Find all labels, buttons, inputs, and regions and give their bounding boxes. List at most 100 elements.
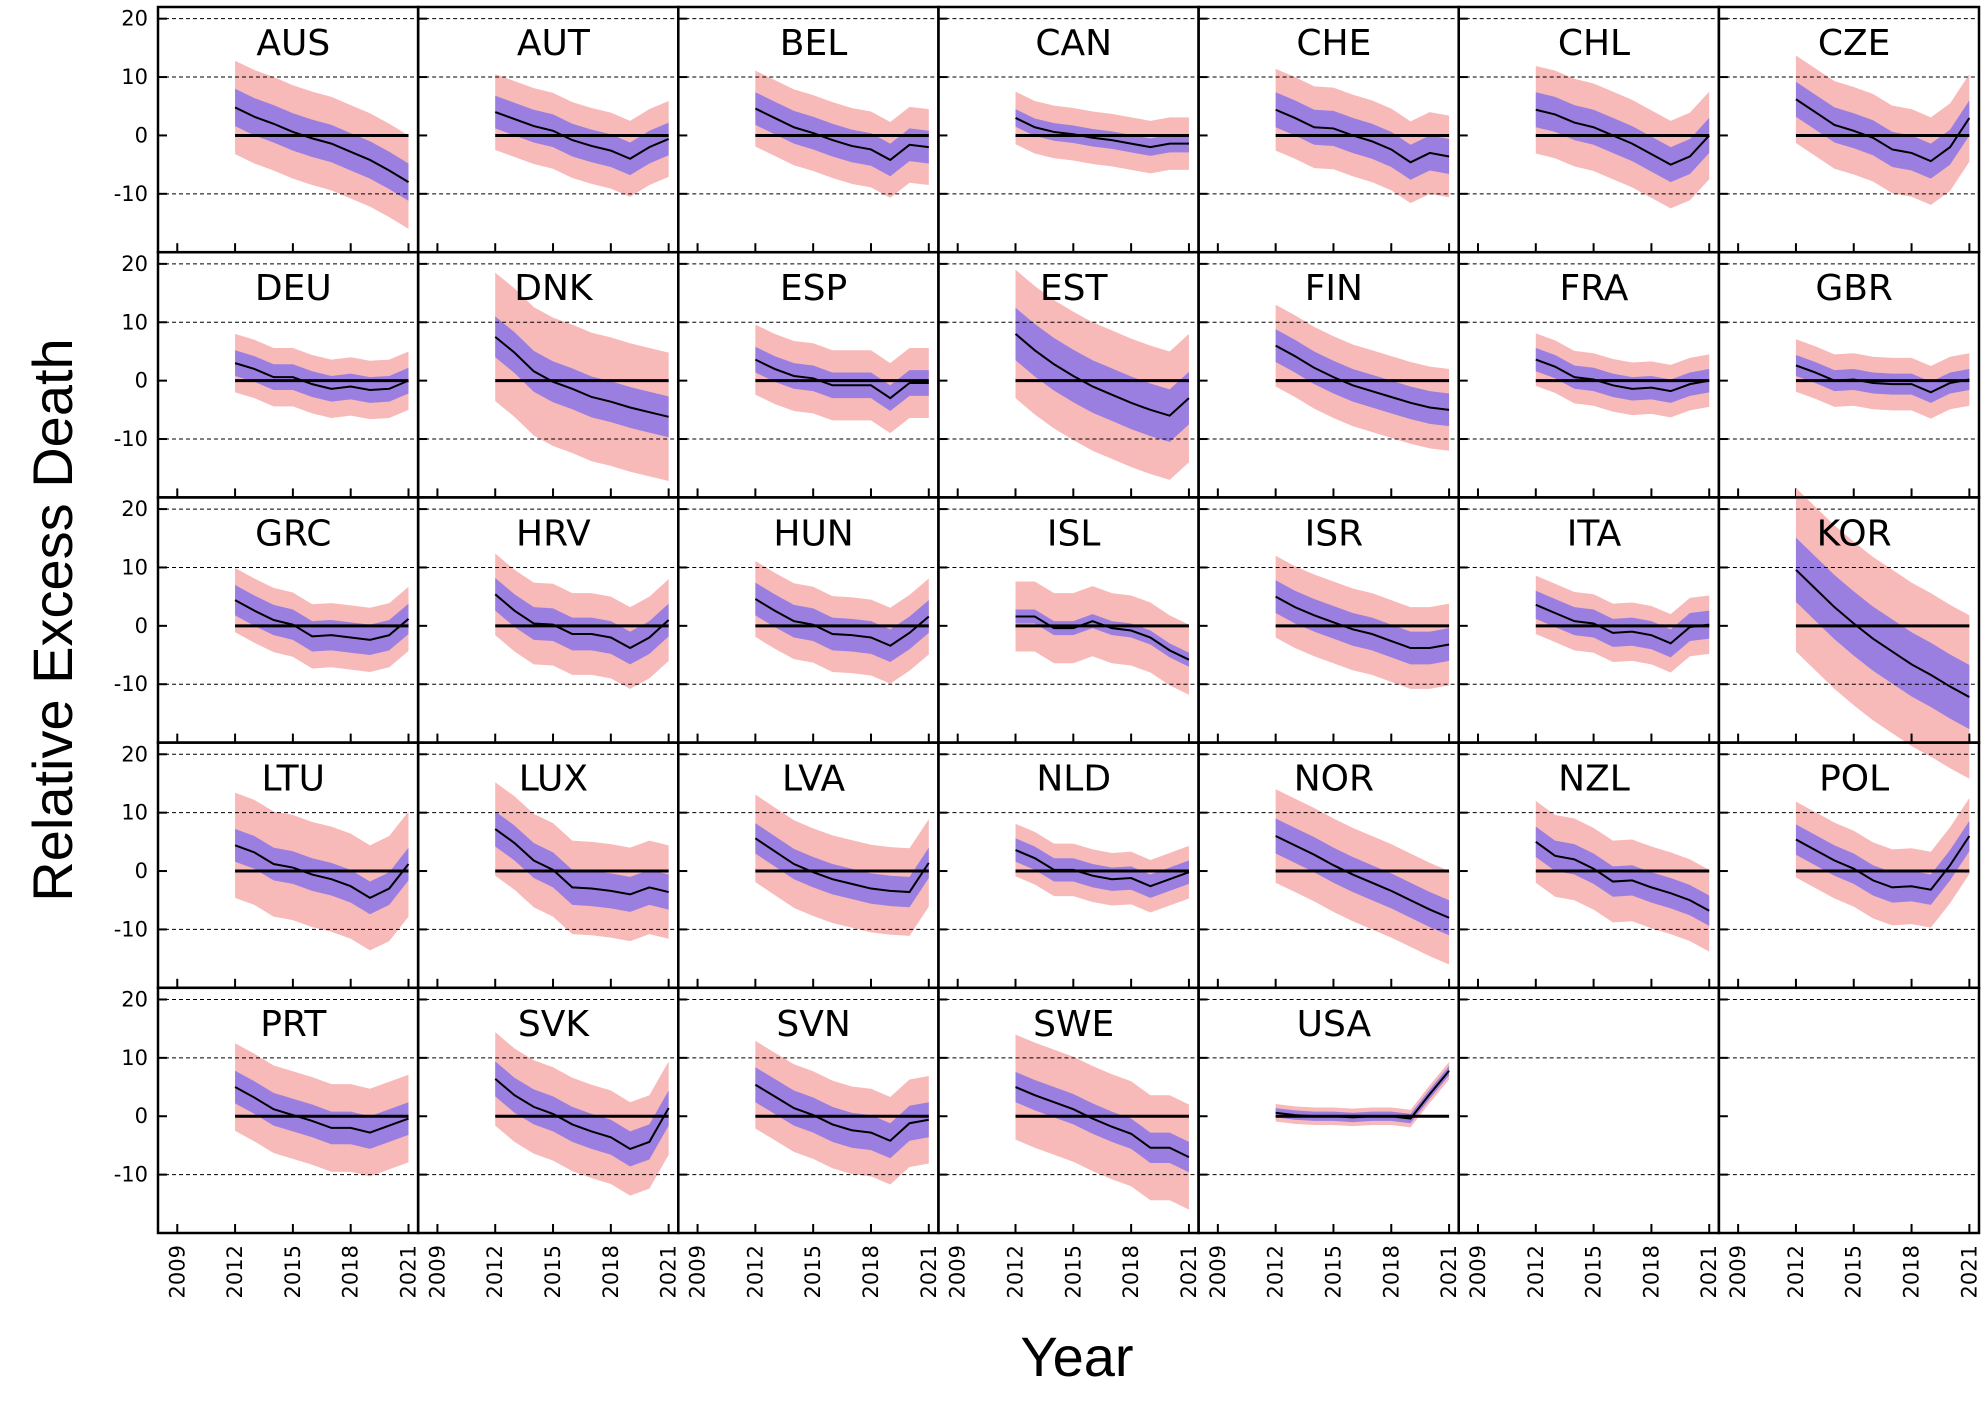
panel-dnk: DNK (416, 250, 680, 499)
inner-band (1535, 826, 1710, 926)
panel-label: CHE (1296, 23, 1371, 64)
x-tick-label: 2021 (1437, 1245, 1461, 1298)
y-tick-label: 0 (135, 123, 148, 147)
panel-nld: NLD (937, 741, 1200, 990)
outer-band (1275, 1061, 1450, 1128)
inner-band (1535, 347, 1710, 403)
panel-ita: ITA (1457, 496, 1721, 744)
inner-band (1795, 820, 1970, 905)
series-line (1275, 1070, 1450, 1120)
series-line (1015, 1086, 1190, 1159)
panel-label: AUT (517, 23, 591, 64)
panel-lux: LUX (416, 741, 680, 990)
x-tick-label: 2021 (1957, 1245, 1981, 1298)
panel-label: CHL (1558, 23, 1630, 64)
panel-cze: CZE (1717, 5, 1981, 254)
panel-che: CHE (1197, 5, 1460, 254)
panel-label: GRC (255, 513, 331, 554)
inner-band (1275, 580, 1450, 665)
series-line (1015, 615, 1190, 661)
series-line (234, 106, 410, 183)
x-tick-label: 2018 (1119, 1245, 1143, 1298)
panel-empty: 2009 2012 2015 2018 2021 (1457, 986, 1721, 1298)
x-tick-label: 2012 (483, 1245, 507, 1298)
x-tick-label: 2009 (425, 1245, 449, 1298)
series-line (1275, 344, 1450, 411)
x-tick-label: 2018 (1379, 1245, 1403, 1298)
inner-band (755, 582, 929, 663)
series-line (1795, 98, 1971, 163)
panel-label: HRV (516, 513, 591, 554)
panel-label: NZL (1558, 759, 1630, 800)
y-tick-label: -10 (114, 427, 148, 451)
x-tick-label: 2021 (397, 1245, 421, 1298)
panel-swe: SWE 2009 2012 2015 2018 2021 (937, 986, 1201, 1298)
panel-svk: SVK 2009 2012 2015 2018 2021 (416, 986, 681, 1298)
series-line (234, 362, 409, 391)
y-tick-label: 20 (121, 252, 148, 276)
x-tick-label: 2018 (1900, 1245, 1924, 1298)
y-tick-label: -10 (114, 672, 148, 696)
x-tick-label: 2015 (281, 1245, 305, 1298)
panel-label: ITA (1567, 513, 1622, 554)
panel-label: ISR (1305, 513, 1363, 554)
series-line (1535, 358, 1710, 393)
x-tick-label: 2018 (599, 1245, 623, 1298)
panel-label: SVN (776, 1004, 850, 1045)
panel-isl: ISL (937, 496, 1200, 744)
panel-grc: GRC 20 10 0 -10 (114, 496, 420, 744)
panel-esp: ESP (677, 250, 940, 499)
panel-label: HUN (773, 513, 853, 554)
inner-band (1795, 81, 1970, 179)
x-tick-label: 2009 (686, 1245, 710, 1298)
x-tick-label: 2012 (1784, 1245, 1808, 1298)
x-tick-label: 2009 (1726, 1245, 1750, 1298)
x-tick-label: 2009 (165, 1245, 189, 1298)
panel-pol: POL (1717, 741, 1981, 990)
x-tick-label: 2015 (541, 1245, 565, 1298)
panel-frame (1717, 986, 1981, 1235)
panel-label: GBR (1815, 268, 1893, 309)
panel-can: CAN (937, 5, 1200, 254)
x-tick-label: 2018 (339, 1245, 363, 1298)
x-tick-label: 2012 (1004, 1245, 1028, 1298)
y-tick-label: -10 (114, 917, 148, 941)
x-tick-label: 2009 (1206, 1245, 1230, 1298)
panel-aus: AUS 20 10 0 -10 (114, 5, 420, 254)
panel-kor: KOR (1717, 488, 1981, 779)
series-line (234, 1086, 409, 1134)
series-line (1015, 849, 1190, 888)
panel-label: PRT (260, 1004, 327, 1045)
x-axis-title: Year (1020, 1325, 1133, 1388)
x-tick-label: 2012 (223, 1245, 247, 1298)
y-tick-label: 0 (135, 369, 148, 393)
panel-label: NOR (1294, 759, 1374, 800)
panel-label: SWE (1033, 1004, 1114, 1045)
inner-band (1535, 92, 1710, 183)
x-tick-label: 2015 (801, 1245, 825, 1298)
y-tick-label: 10 (121, 801, 148, 825)
x-tick-label: 2021 (657, 1245, 681, 1298)
series-line (754, 598, 930, 647)
inner-band (235, 584, 409, 656)
series-line (234, 599, 410, 641)
panel-label: DNK (514, 268, 594, 309)
series-line (754, 358, 929, 400)
x-tick-label: 2009 (946, 1245, 970, 1298)
inner-band (235, 88, 409, 201)
outer-band (1015, 581, 1189, 695)
series-line (754, 1083, 929, 1142)
inner-band (1015, 109, 1189, 156)
series-line (1014, 333, 1190, 417)
panel-label: BEL (780, 23, 848, 64)
x-tick-label: 2012 (1524, 1245, 1548, 1298)
panel-svn: SVN 2009 2012 2015 2018 2021 (677, 986, 941, 1298)
panel-label: FIN (1305, 268, 1363, 309)
panel-empty: 2009 2012 2015 2018 2021 (1717, 986, 1981, 1298)
panel-ltu: LTU 20 10 0 -10 (114, 741, 420, 990)
panel-hrv: HRV (416, 496, 680, 744)
x-tick-label: 2021 (1697, 1245, 1721, 1298)
series-line (234, 844, 410, 900)
panel-isr: ISR (1197, 496, 1460, 744)
x-tick-label: 2015 (1061, 1245, 1085, 1298)
